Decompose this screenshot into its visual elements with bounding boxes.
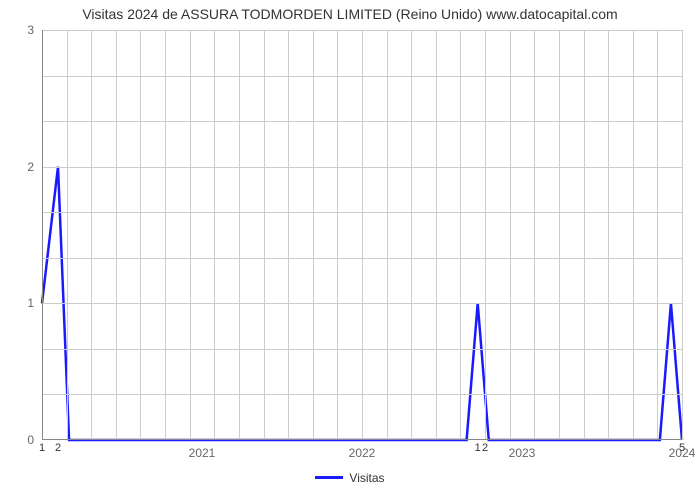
grid-line-v <box>411 30 412 440</box>
plot-area: 0123202120222023202412125 <box>42 30 682 440</box>
data-point-label: 2 <box>55 442 61 454</box>
grid-line-v <box>140 30 141 440</box>
grid-line-v <box>67 30 68 440</box>
legend-swatch <box>315 476 343 479</box>
grid-line-v <box>190 30 191 440</box>
x-year-label: 2023 <box>509 446 536 460</box>
grid-line-v <box>239 30 240 440</box>
grid-line-v <box>116 30 117 440</box>
grid-line-v <box>387 30 388 440</box>
grid-line-v <box>264 30 265 440</box>
grid-line-v <box>485 30 486 440</box>
data-point-label: 5 <box>679 442 685 454</box>
grid-line-v <box>313 30 314 440</box>
grid-line-v <box>608 30 609 440</box>
grid-line-v <box>436 30 437 440</box>
grid-line-v <box>91 30 92 440</box>
grid-line-v <box>337 30 338 440</box>
axis-border <box>42 30 43 440</box>
data-point-label: 1 <box>475 442 481 454</box>
grid-line-v <box>633 30 634 440</box>
data-point-label: 1 <box>39 442 45 454</box>
y-tick-label: 2 <box>27 160 34 174</box>
grid-line-v <box>460 30 461 440</box>
y-tick-label: 0 <box>27 433 34 447</box>
chart-title: Visitas 2024 de ASSURA TODMORDEN LIMITED… <box>0 6 700 22</box>
grid-line-v <box>657 30 658 440</box>
legend: Visitas <box>0 470 700 485</box>
grid-line-v <box>362 30 363 440</box>
grid-line-v <box>165 30 166 440</box>
y-tick-label: 3 <box>27 23 34 37</box>
legend-label: Visitas <box>349 471 384 485</box>
grid-line-v <box>214 30 215 440</box>
chart-container: Visitas 2024 de ASSURA TODMORDEN LIMITED… <box>0 0 700 500</box>
y-tick-label: 1 <box>27 296 34 310</box>
grid-line-v <box>534 30 535 440</box>
grid-line-v <box>510 30 511 440</box>
x-year-label: 2021 <box>189 446 216 460</box>
x-year-label: 2022 <box>349 446 376 460</box>
grid-line-v <box>584 30 585 440</box>
grid-line-v <box>682 30 683 440</box>
grid-line-v <box>288 30 289 440</box>
grid-line-v <box>559 30 560 440</box>
data-point-label: 2 <box>482 442 488 454</box>
axis-border <box>42 439 682 440</box>
